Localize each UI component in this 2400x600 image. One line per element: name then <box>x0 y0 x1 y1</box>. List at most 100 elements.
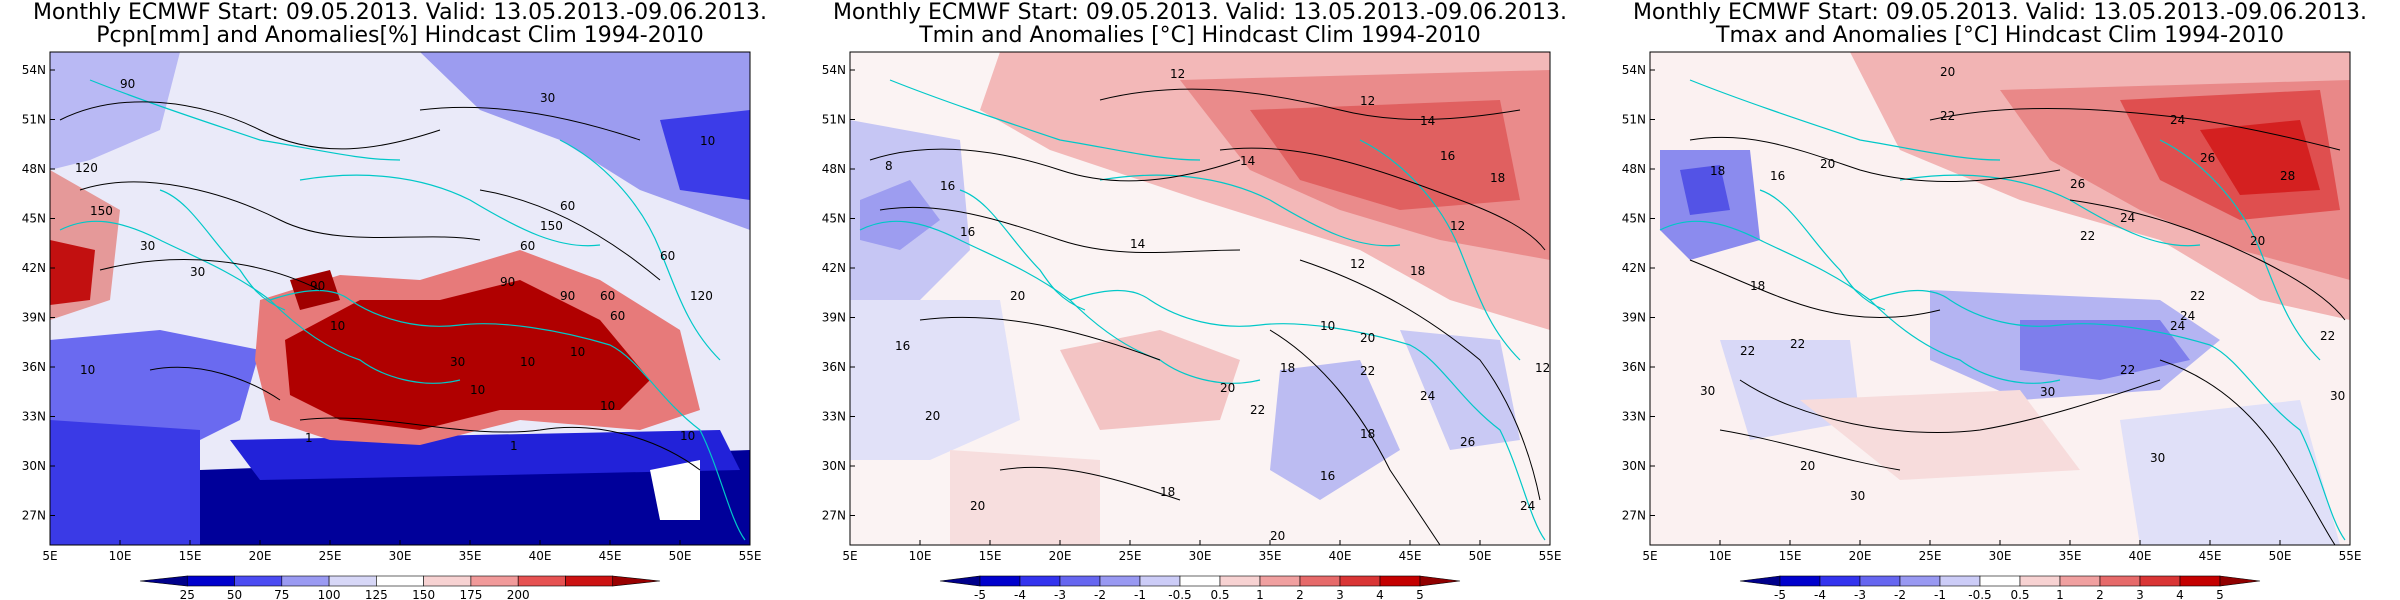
colorbar-swatch <box>1139 575 1181 587</box>
colorbar-label: 0.5 <box>2010 588 2029 600</box>
contour-label: 22 <box>2080 229 2095 243</box>
colorbar-swatch <box>1019 575 1061 587</box>
contour-label: 30 <box>450 355 465 369</box>
colorbar-swatch <box>1059 575 1101 587</box>
contour-label: 22 <box>2190 289 2205 303</box>
longitude-tick-label: 20E <box>249 549 272 563</box>
colorbar-swatch <box>1299 575 1341 587</box>
colorbar-label: 3 <box>2136 588 2144 600</box>
colorbar-label: 2 <box>1296 588 1304 600</box>
colorbar-label: 2 <box>2096 588 2104 600</box>
contour-label: 26 <box>1460 435 1475 449</box>
contour-label: 10 <box>700 134 715 148</box>
colorbar-label: -1 <box>1934 588 1946 600</box>
colorbar-swatch <box>1379 575 1421 587</box>
latitude-tick-label: 30N <box>22 459 46 473</box>
latitude-tick-label: 36N <box>822 360 846 374</box>
contour-label: 120 <box>690 289 713 303</box>
colorbar-label: 25 <box>180 588 195 600</box>
latitude-tick-label: 33N <box>822 410 846 424</box>
latitude-tick-label: 30N <box>1622 459 1646 473</box>
longitude-tick-label: 5E <box>842 549 857 563</box>
latitude-tick-label: 42N <box>1622 261 1646 275</box>
colorbar-label: -2 <box>1894 588 1906 600</box>
colorbar-swatch <box>1259 575 1301 587</box>
contour-label: 22 <box>1940 109 1955 123</box>
colorbar-swatch <box>2099 575 2141 587</box>
colorbar-label: -4 <box>1814 588 1826 600</box>
colorbar-label: -3 <box>1054 588 1066 600</box>
map-canvas: 90 30 10 120 150 60 30 60 150 90 10 90 3… <box>22 51 761 600</box>
contour-label: 30 <box>1850 489 1865 503</box>
latitude-tick-label: 54N <box>1622 63 1646 77</box>
longitude-tick-label: 35E <box>2059 549 2082 563</box>
longitude-tick-label: 5E <box>1642 549 1657 563</box>
contour-label: 12 <box>1450 219 1465 233</box>
colorbar-label: -0.5 <box>1968 588 1991 600</box>
colorbar-swatch <box>1779 575 1821 587</box>
coastline <box>59 79 746 541</box>
colorbar-label: -5 <box>974 588 986 600</box>
panel-precipitation: Monthly ECMWF Start: 09.05.2013. Valid: … <box>0 0 800 600</box>
latitude-tick-label: 45N <box>1622 212 1646 226</box>
contour-label: 22 <box>1790 337 1805 351</box>
latitude-axis: 54N 51N 48N 45N 42N 39N 36N 33N 30N 27N <box>822 63 855 523</box>
colorbar-swatch <box>1179 575 1221 587</box>
contour-label: 16 <box>1770 169 1785 183</box>
contour-label: 60 <box>560 199 575 213</box>
colorbar-label: 4 <box>2176 588 2184 600</box>
contour-label: 10 <box>470 383 485 397</box>
contour-label: 90 <box>310 279 325 293</box>
contour-label: 22 <box>2320 329 2335 343</box>
contour-label: 120 <box>75 161 98 175</box>
longitude-tick-label: 25E <box>1919 549 1942 563</box>
contour-label: 20 <box>925 409 940 423</box>
map-title-line1: Monthly ECMWF Start: 09.05.2013. Valid: … <box>32 0 768 25</box>
contour-label: 150 <box>540 219 563 233</box>
longitude-tick-label: 15E <box>1779 549 1802 563</box>
colorbar-arrow-low <box>139 575 188 587</box>
colorbar: 25 50 75 100 125 150 175 200 <box>139 575 661 600</box>
contour-label: 10 <box>520 355 535 369</box>
colorbar-label: -0.5 <box>1168 588 1191 600</box>
colorbar-swatch <box>565 575 614 587</box>
contour-label: 16 <box>940 179 955 193</box>
latitude-tick-label: 30N <box>822 459 846 473</box>
longitude-tick-label: 10E <box>909 549 932 563</box>
contour-label: 14 <box>1240 154 1255 168</box>
colorbar-swatch <box>1099 575 1141 587</box>
contour-label: 12 <box>1170 67 1185 81</box>
contour-label: 24 <box>2180 309 2195 323</box>
contour-label: 150 <box>90 204 113 218</box>
anomaly-field <box>850 52 1550 545</box>
colorbar-swatch <box>186 575 235 587</box>
contour-label: 22 <box>1740 344 1755 358</box>
latitude-tick-label: 36N <box>22 360 46 374</box>
contour-label: 18 <box>1490 171 1505 185</box>
contour-label: 30 <box>540 91 555 105</box>
anomaly-field <box>50 52 750 545</box>
contour-label: 24 <box>2120 211 2135 225</box>
colorbar-label: 5 <box>2216 588 2224 600</box>
colorbar-swatch <box>1819 575 1861 587</box>
contour-label: 14 <box>1420 114 1435 128</box>
map-title-line2: Pcpn[mm] and Anomalies[%] Hindcast Clim … <box>96 23 704 48</box>
panel-tmin: Monthly ECMWF Start: 09.05.2013. Valid: … <box>800 0 1600 600</box>
contour-label: 60 <box>610 309 625 323</box>
contour-label: 16 <box>1320 469 1335 483</box>
map-title-line1: Monthly ECMWF Start: 09.05.2013. Valid: … <box>1632 0 2368 25</box>
latitude-tick-label: 42N <box>22 261 46 275</box>
colorbar-swatch <box>234 575 283 587</box>
colorbar-swatch <box>1939 575 1981 587</box>
colorbar-label: 125 <box>365 588 388 600</box>
colorbar-swatch <box>470 575 519 587</box>
latitude-tick-label: 51N <box>1622 113 1646 127</box>
colorbar-label: 150 <box>412 588 435 600</box>
colorbar-swatch <box>517 575 566 587</box>
contour-label: 14 <box>1130 237 1145 251</box>
contour-label: 20 <box>1360 331 1375 345</box>
longitude-tick-label: 50E <box>1469 549 1492 563</box>
colorbar-swatch <box>1859 575 1901 587</box>
colorbar-swatch <box>281 575 330 587</box>
latitude-tick-label: 33N <box>1622 410 1646 424</box>
